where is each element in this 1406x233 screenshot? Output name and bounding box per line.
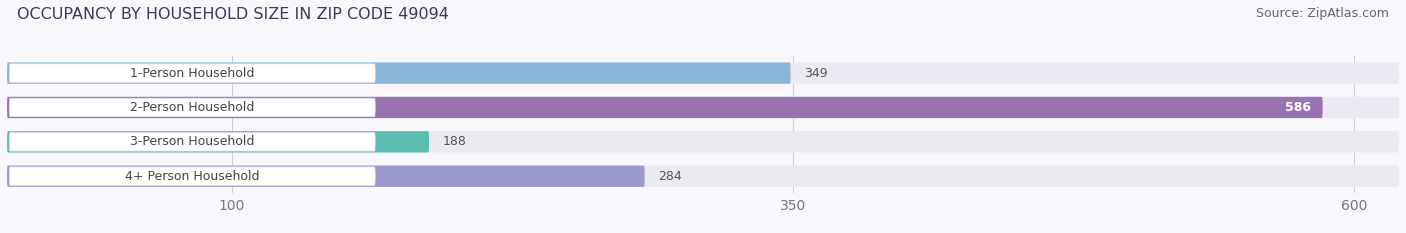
FancyBboxPatch shape bbox=[7, 62, 1399, 84]
FancyBboxPatch shape bbox=[10, 98, 375, 117]
Text: 4+ Person Household: 4+ Person Household bbox=[125, 170, 260, 183]
Text: 1-Person Household: 1-Person Household bbox=[131, 67, 254, 80]
FancyBboxPatch shape bbox=[7, 97, 1399, 118]
FancyBboxPatch shape bbox=[7, 62, 790, 84]
Text: 188: 188 bbox=[443, 135, 467, 148]
FancyBboxPatch shape bbox=[10, 167, 375, 185]
FancyBboxPatch shape bbox=[7, 166, 1399, 187]
Text: 2-Person Household: 2-Person Household bbox=[131, 101, 254, 114]
Text: 586: 586 bbox=[1285, 101, 1312, 114]
FancyBboxPatch shape bbox=[7, 131, 429, 152]
FancyBboxPatch shape bbox=[7, 131, 1399, 152]
FancyBboxPatch shape bbox=[10, 133, 375, 151]
Text: 284: 284 bbox=[658, 170, 682, 183]
FancyBboxPatch shape bbox=[7, 166, 644, 187]
FancyBboxPatch shape bbox=[10, 64, 375, 82]
Text: 349: 349 bbox=[804, 67, 828, 80]
FancyBboxPatch shape bbox=[7, 97, 1323, 118]
Text: 3-Person Household: 3-Person Household bbox=[131, 135, 254, 148]
Text: Source: ZipAtlas.com: Source: ZipAtlas.com bbox=[1256, 7, 1389, 20]
Text: OCCUPANCY BY HOUSEHOLD SIZE IN ZIP CODE 49094: OCCUPANCY BY HOUSEHOLD SIZE IN ZIP CODE … bbox=[17, 7, 449, 22]
